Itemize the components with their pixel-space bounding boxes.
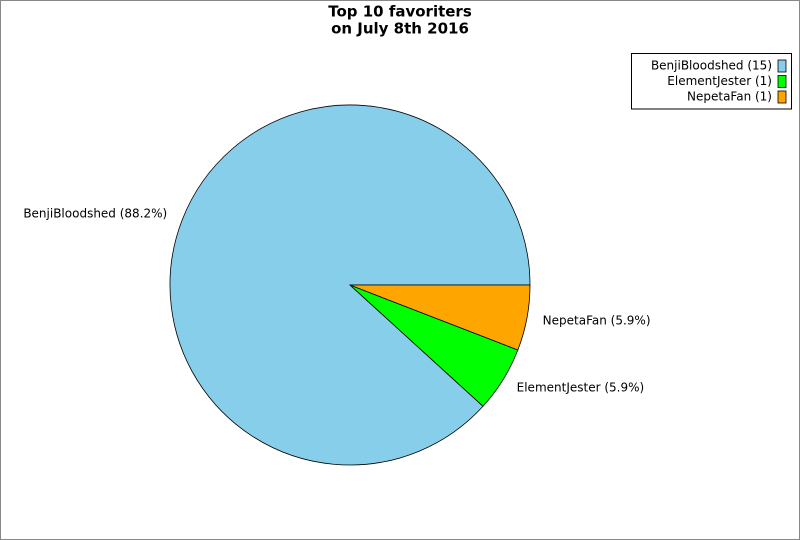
chart-subtitle: on July 8th 2016 (331, 20, 469, 38)
legend-swatch (777, 75, 787, 88)
slice-label: BenjiBloodshed (88.2%) (23, 207, 167, 221)
legend-swatch (777, 90, 787, 104)
legend-label: NepetaFan (1) (687, 90, 772, 104)
slice-label: ElementJester (5.9%) (517, 381, 645, 395)
slice-label: NepetaFan (5.9%) (543, 314, 651, 328)
chart-title: Top 10 favoriters (328, 3, 472, 21)
legend-box (631, 53, 792, 110)
legend-label: BenjiBloodshed (15) (651, 59, 772, 73)
legend-label: ElementJester (1) (667, 74, 772, 88)
pie-slice (349, 284, 531, 351)
legend-swatch (777, 59, 787, 73)
